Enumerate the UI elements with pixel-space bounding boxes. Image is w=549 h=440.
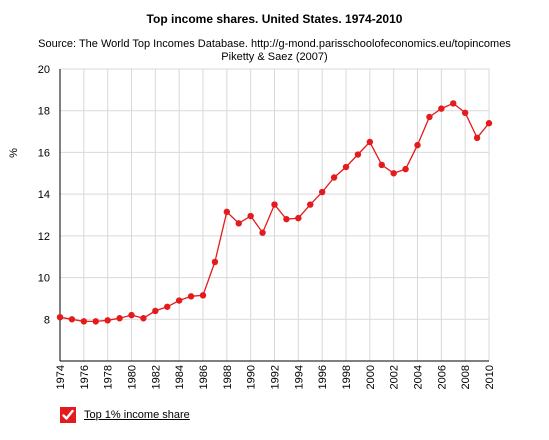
data-point: [152, 307, 159, 315]
x-tick-label: 2002: [389, 365, 401, 389]
data-point: [56, 314, 64, 321]
x-tick-label: 2004: [413, 365, 425, 389]
x-tick-label: 1988: [222, 365, 234, 389]
data-point: [485, 120, 493, 127]
data-point: [187, 293, 195, 300]
data-point: [68, 316, 76, 323]
x-tick-label: 1996: [317, 365, 329, 389]
x-tick-label: 2010: [484, 365, 496, 389]
data-point: [450, 100, 457, 107]
legend-item[interactable]: Top 1% income share: [60, 407, 190, 423]
data-point: [116, 315, 123, 322]
data-point: [259, 229, 266, 236]
data-point: [140, 315, 147, 322]
data-point: [378, 161, 385, 169]
x-tick-label: 1990: [246, 365, 258, 389]
x-tick-label: 1974: [55, 365, 67, 389]
y-tick-label: 14: [38, 189, 50, 201]
data-point: [235, 220, 242, 227]
data-point: [330, 174, 338, 181]
data-point: [318, 188, 326, 196]
data-point: [426, 113, 433, 121]
x-tick-label: 1994: [293, 365, 305, 389]
data-point: [295, 214, 302, 222]
data-point: [342, 163, 350, 171]
chart-subtitle: Source: The World Top Incomes Database. …: [0, 38, 549, 64]
axes: [59, 69, 489, 362]
data-point: [128, 311, 135, 319]
x-tick-label: 1980: [127, 365, 139, 389]
data-point: [92, 318, 99, 325]
data-point: [247, 212, 254, 220]
x-tick-label: 2008: [460, 365, 472, 389]
y-tick-label: 10: [38, 273, 50, 285]
data-point: [438, 105, 445, 112]
checkmark-icon: [62, 409, 74, 420]
data-point: [473, 134, 481, 142]
x-tick-labels: 1974 1976 1978 1980 1982 1984 1986 1988 1990 1992…: [55, 365, 496, 389]
data-point: [211, 258, 219, 266]
chart-subtitle-line: Source: The World Top Incomes Database. …: [38, 38, 511, 50]
data-point: [80, 318, 88, 325]
data-point: [402, 165, 409, 173]
x-tick-label: 1992: [270, 365, 282, 389]
series-group: [56, 100, 493, 325]
x-tick-label: 1998: [341, 365, 353, 389]
chart-subtitle-line: Piketty & Saez (2007): [221, 51, 328, 63]
y-tick-labels: 8 10 12 14 16 18 20: [38, 64, 50, 326]
y-tick-label: 20: [38, 64, 50, 76]
x-tick-label: 2006: [436, 365, 448, 389]
data-point: [414, 141, 421, 149]
legend-checkbox[interactable]: [60, 407, 76, 423]
x-tick-label: 1978: [103, 365, 115, 389]
data-point: [283, 215, 290, 223]
data-point: [223, 208, 231, 216]
legend-label[interactable]: Top 1% income share: [84, 409, 190, 421]
data-point: [390, 170, 397, 177]
y-tick-label: 8: [44, 314, 50, 326]
x-tick-label: 1982: [150, 365, 162, 389]
data-point: [307, 201, 314, 208]
data-point: [164, 303, 171, 310]
data-point: [366, 138, 374, 146]
y-tick-label: 16: [38, 147, 50, 159]
y-axis-label: %: [8, 148, 20, 158]
y-tick-label: 18: [38, 106, 50, 118]
data-point: [461, 109, 469, 117]
data-point: [271, 201, 278, 208]
x-tick-label: 1984: [174, 365, 186, 389]
x-tick-label: 2000: [365, 365, 377, 389]
data-point: [199, 292, 207, 299]
data-point: [104, 317, 111, 324]
x-tick-label: 1986: [198, 365, 210, 389]
data-point: [175, 297, 183, 304]
data-point: [354, 151, 362, 158]
y-tick-label: 12: [38, 231, 50, 243]
chart-title: Top income shares. United States. 1974-2…: [146, 12, 403, 26]
x-tick-label: 1976: [79, 365, 91, 389]
